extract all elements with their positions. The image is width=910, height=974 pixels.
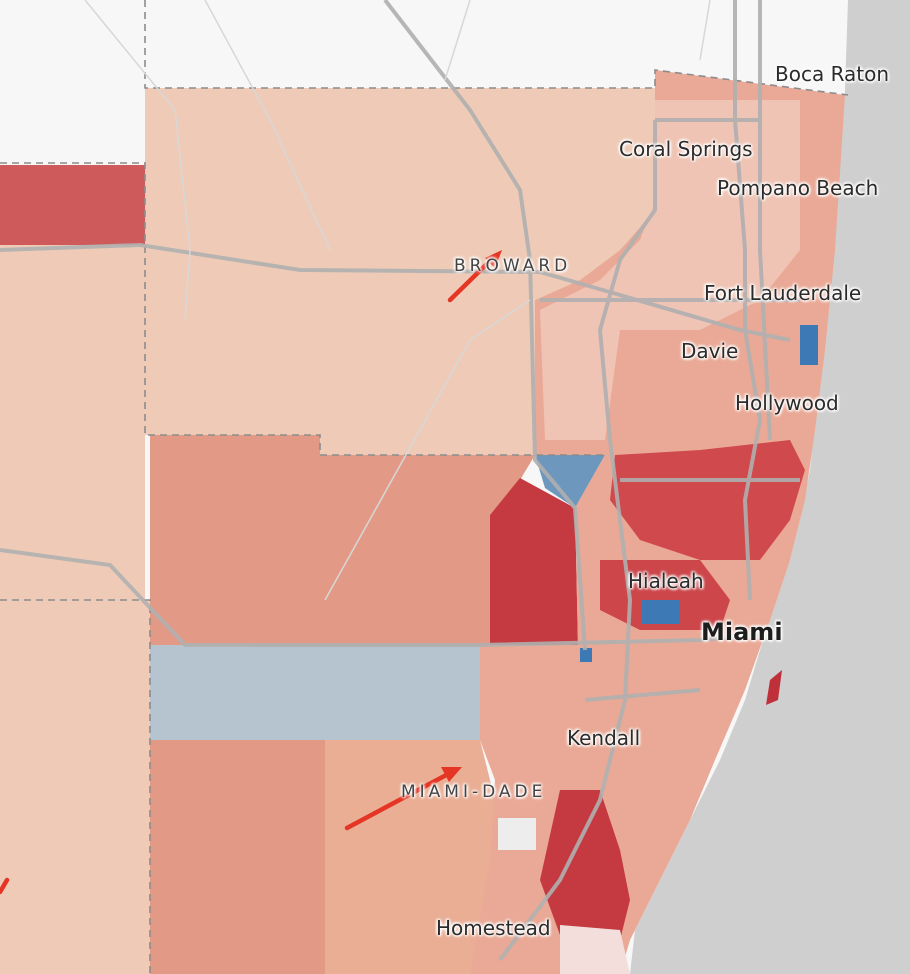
ocean <box>630 0 910 974</box>
region-dade-upper <box>150 435 535 645</box>
city-label-miami: Miami <box>701 618 783 646</box>
region-blue-fortlauderdale <box>800 325 818 365</box>
region-blue-hialeah <box>642 600 680 624</box>
city-label-fort-lauderdale: Fort Lauderdale <box>704 281 862 305</box>
shift-arrows <box>0 250 502 895</box>
city-label-coral-springs: Coral Springs <box>619 137 753 161</box>
city-label-hialeah: Hialeah <box>628 569 704 593</box>
city-label-davie: Davie <box>681 339 739 363</box>
county-borders <box>0 0 849 974</box>
region-urban-light <box>540 100 800 440</box>
region-north-miami <box>610 440 805 560</box>
region-light-blue <box>150 645 480 740</box>
region-blue-triangle <box>535 455 605 508</box>
region-hialeah <box>600 560 730 630</box>
region-deep-red <box>490 478 578 645</box>
region-west-strong <box>0 165 145 245</box>
city-label-kendall: Kendall <box>567 726 641 750</box>
county-label-miami-dade: MIAMI-DADE <box>401 782 547 802</box>
region-grey-1 <box>498 818 536 850</box>
roads <box>0 0 800 962</box>
county-label-broward: BROWARD <box>454 256 572 276</box>
region-dade-south <box>150 740 325 974</box>
city-label-boca-raton: Boca Raton <box>775 62 890 86</box>
city-label-hollywood: Hollywood <box>735 391 839 415</box>
region-blue-small <box>580 648 592 662</box>
region-dade-south-light <box>325 740 495 974</box>
minor-roads <box>84 0 711 601</box>
region-west-south <box>0 600 150 974</box>
region-south-pale <box>560 925 630 974</box>
city-label-pompano-beach: Pompano Beach <box>717 176 879 200</box>
region-island <box>766 670 782 705</box>
region-west-broward <box>0 245 145 600</box>
region-urban-deep <box>540 790 630 940</box>
city-label-homestead: Homestead <box>436 916 551 940</box>
